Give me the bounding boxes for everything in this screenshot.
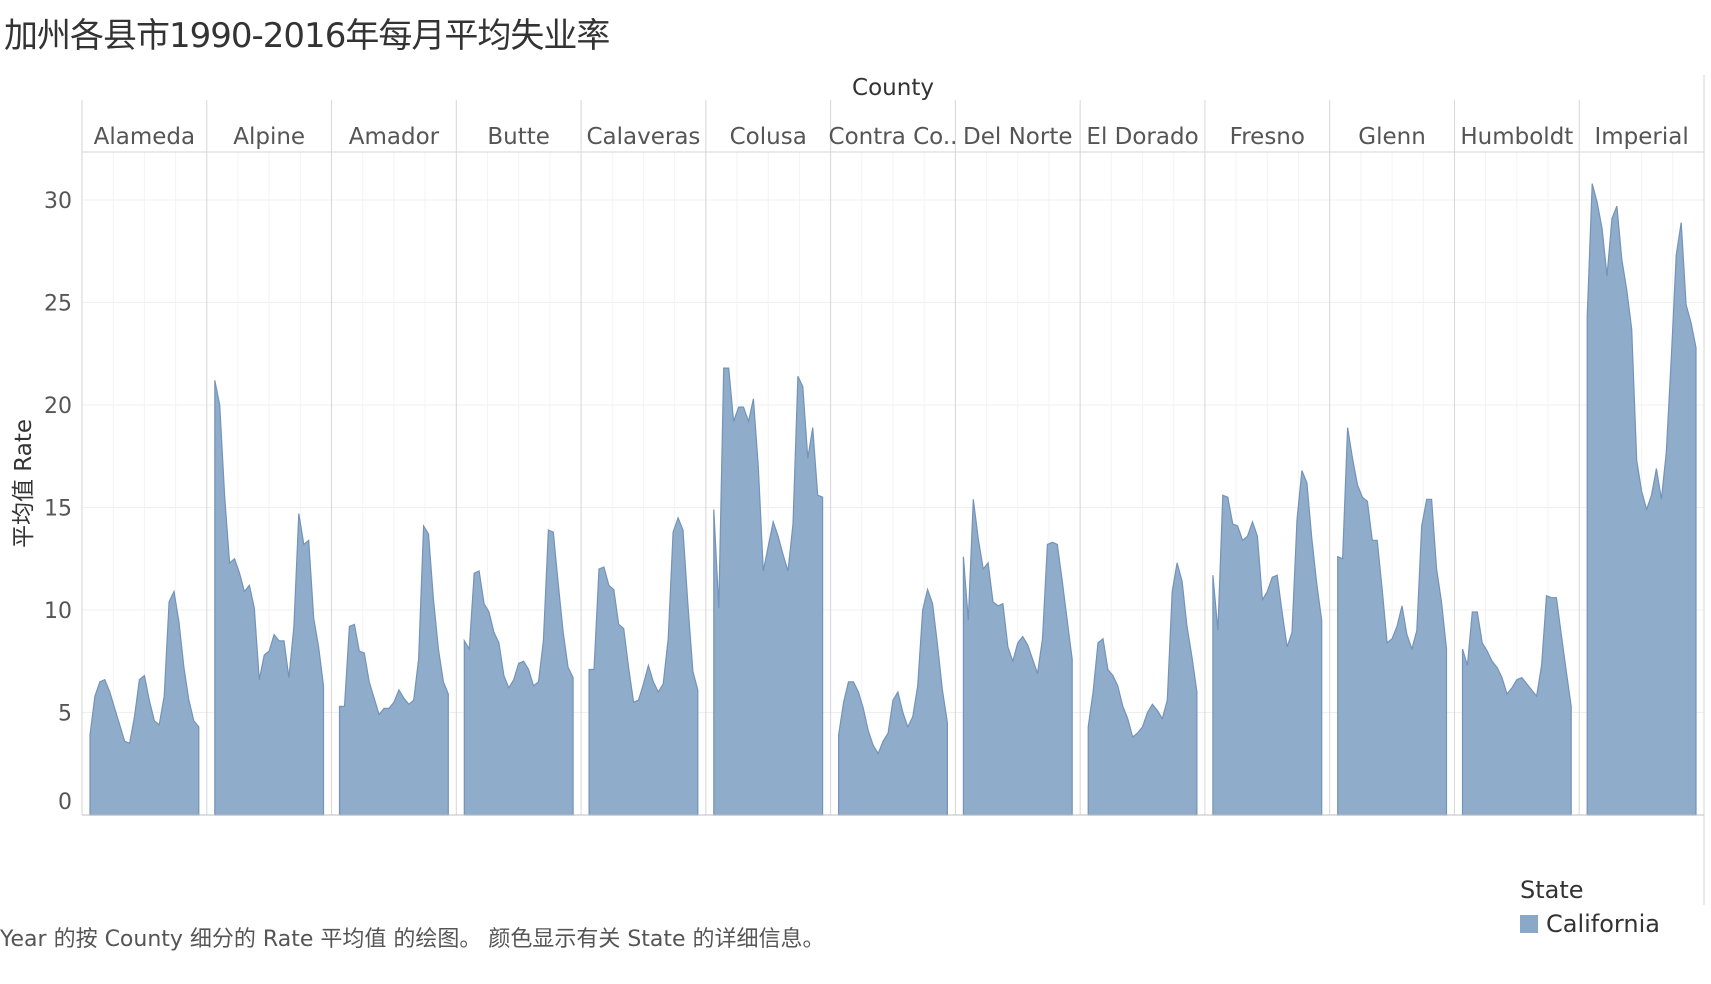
area-glenn	[1337, 427, 1448, 816]
legend-title: State	[1520, 876, 1584, 904]
area-butte	[463, 529, 574, 816]
area-humboldt	[1461, 594, 1572, 816]
y-tick-label: 15	[44, 497, 72, 522]
chart-caption: Year 的按 County 细分的 Rate 平均值 的绘图。 颜色显示有关 …	[0, 927, 825, 952]
county-label: Amador	[349, 124, 440, 150]
y-tick-label: 5	[58, 702, 72, 727]
area-alameda	[89, 589, 200, 816]
county-label: Del Norte	[963, 124, 1072, 150]
county-label: Colusa	[730, 124, 807, 150]
county-label: Alameda	[94, 124, 195, 150]
chart-title: 加州各县市1990-2016年每月平均失业率	[4, 16, 610, 56]
county-label: Humboldt	[1460, 124, 1573, 150]
area-alpine	[214, 380, 325, 816]
y-axis-title: 平均值 Rate	[11, 419, 37, 548]
axis-labels: County 平均值 Rate 0 5 10 15 20 25 30 Alameda Alpine A…	[11, 75, 1689, 815]
column-header: County	[852, 75, 934, 101]
y-tick-label: 0	[58, 790, 72, 815]
y-tick-label: 20	[44, 394, 72, 419]
y-tick-label: 25	[44, 292, 72, 317]
county-label: Calaveras	[586, 124, 700, 150]
county-label: Butte	[487, 124, 550, 150]
area-del-norte	[962, 499, 1073, 816]
y-tick-label: 10	[44, 599, 72, 624]
county-label: El Dorado	[1086, 124, 1198, 150]
county-label: Contra Co..	[829, 124, 958, 150]
area-calaveras	[588, 516, 699, 816]
county-label: Fresno	[1230, 124, 1305, 150]
area-imperial	[1586, 183, 1697, 816]
legend-item[interactable]: California	[1520, 910, 1660, 938]
area-colusa	[713, 367, 824, 816]
legend: State California	[1520, 876, 1660, 938]
legend-label: California	[1546, 910, 1660, 938]
area-fresno	[1212, 470, 1323, 816]
county-label: Glenn	[1358, 124, 1426, 150]
area-series	[89, 183, 1697, 816]
county-label: Imperial	[1594, 124, 1688, 150]
county-label: Alpine	[233, 124, 305, 150]
area-amador	[338, 523, 449, 816]
area-contra-co-	[838, 587, 948, 816]
y-tick-label: 30	[44, 189, 72, 214]
legend-swatch	[1520, 915, 1538, 933]
area-el-dorado	[1087, 562, 1198, 816]
panel-frames	[81, 75, 1705, 905]
